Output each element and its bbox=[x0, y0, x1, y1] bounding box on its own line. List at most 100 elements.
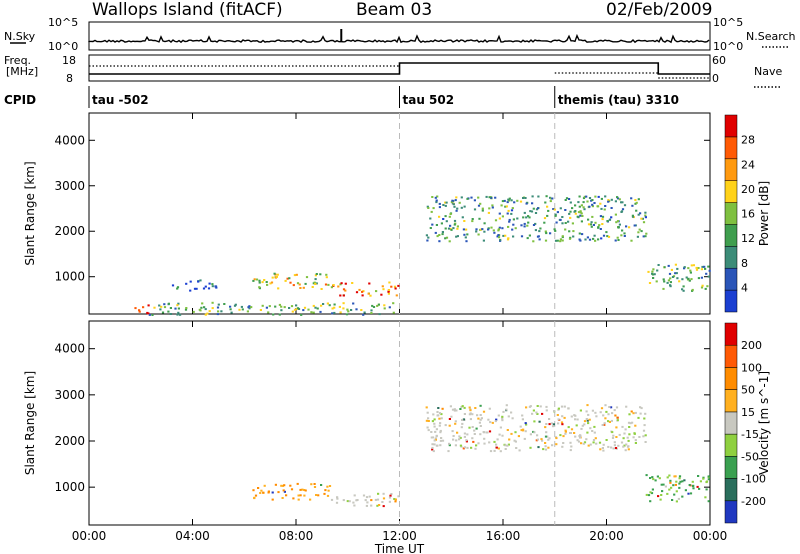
velocity-cell bbox=[645, 474, 648, 477]
velocity-cell bbox=[469, 409, 472, 412]
power-cell bbox=[591, 199, 594, 201]
power-cell bbox=[452, 227, 455, 230]
power-cell bbox=[280, 305, 283, 308]
power-cell bbox=[538, 238, 541, 241]
power-cell bbox=[631, 215, 635, 218]
power-cell bbox=[707, 275, 710, 278]
velocity-cell bbox=[479, 404, 482, 407]
velocity-cell bbox=[389, 494, 392, 497]
power-cell bbox=[346, 308, 349, 311]
velocity-cell bbox=[439, 431, 442, 434]
colorbar-tick-label: -200 bbox=[741, 495, 766, 508]
velocity-cell bbox=[326, 485, 329, 488]
power-cell bbox=[475, 228, 478, 231]
power-cell bbox=[138, 309, 141, 312]
colorbar-tick-label: -15 bbox=[741, 428, 759, 441]
power-cell bbox=[313, 281, 316, 284]
velocity-cell bbox=[605, 439, 608, 441]
velocity-cell bbox=[521, 418, 524, 421]
power-cell bbox=[324, 283, 328, 286]
power-cell bbox=[644, 214, 647, 217]
velocity-cell bbox=[452, 438, 455, 441]
power-cell bbox=[704, 287, 707, 290]
velocity-cell bbox=[529, 433, 532, 436]
velocity-cell bbox=[459, 436, 462, 439]
velocity-cell bbox=[592, 439, 596, 441]
power-cell bbox=[292, 284, 295, 287]
velocity-cell bbox=[661, 490, 664, 493]
velocity-cell bbox=[281, 484, 285, 487]
velocity-cell bbox=[362, 494, 366, 497]
power-cell bbox=[590, 199, 593, 202]
power-cell bbox=[510, 212, 513, 215]
velocity-cell bbox=[666, 476, 669, 479]
power-cell bbox=[683, 266, 686, 269]
power-cell bbox=[572, 230, 575, 233]
velocity-cell bbox=[542, 448, 545, 451]
power-cell bbox=[602, 234, 606, 237]
power-cell bbox=[531, 202, 534, 205]
velocity-cell bbox=[567, 426, 570, 429]
power-cell bbox=[523, 225, 526, 228]
power-cell bbox=[176, 287, 179, 290]
power-cell bbox=[460, 206, 463, 209]
power-cell bbox=[289, 281, 292, 284]
velocity-cell bbox=[707, 500, 710, 503]
power-cell bbox=[534, 229, 537, 232]
velocity-cell bbox=[313, 483, 316, 485]
velocity-cell bbox=[501, 417, 504, 420]
velocity-cell bbox=[468, 426, 471, 429]
velocity-cell bbox=[253, 497, 256, 500]
power-cell bbox=[441, 233, 444, 236]
velocity-cell bbox=[649, 477, 652, 479]
power-cell bbox=[494, 219, 498, 222]
velocity-cell bbox=[675, 490, 678, 493]
power-cell bbox=[554, 213, 557, 216]
power-cell bbox=[387, 289, 391, 291]
velocity-cell bbox=[581, 424, 584, 427]
velocity-cell bbox=[368, 495, 371, 498]
velocity-cell bbox=[583, 423, 586, 426]
power-cell bbox=[549, 232, 552, 235]
velocity-cell bbox=[254, 494, 258, 497]
power-cell bbox=[583, 195, 586, 198]
velocity-cell bbox=[440, 437, 443, 439]
colorbar-tick-label: 15 bbox=[741, 406, 755, 419]
power-cell bbox=[268, 305, 271, 308]
power-cell bbox=[151, 314, 154, 316]
velocity-cell bbox=[559, 434, 562, 437]
velocity-cell bbox=[466, 446, 469, 449]
power-cell bbox=[451, 199, 454, 202]
velocity-cell bbox=[660, 483, 663, 486]
power-cell bbox=[138, 310, 141, 313]
velocity-cell bbox=[533, 420, 536, 423]
nsearch-tick-lo: 10^0 bbox=[713, 40, 743, 53]
velocity-cell bbox=[495, 443, 498, 446]
velocity-cell bbox=[594, 411, 597, 414]
y-axis-label: Slant Range [km] bbox=[23, 161, 37, 265]
power-cell bbox=[510, 199, 513, 202]
velocity-cell bbox=[448, 444, 451, 447]
power-cell bbox=[479, 202, 482, 205]
velocity-cell bbox=[678, 486, 681, 489]
nave-trace bbox=[89, 65, 710, 79]
power-cell bbox=[571, 207, 574, 210]
velocity-cell bbox=[267, 491, 270, 494]
velocity-cell bbox=[579, 409, 582, 412]
velocity-cell bbox=[508, 438, 511, 441]
power-cell bbox=[426, 205, 429, 208]
velocity-cell bbox=[469, 412, 472, 415]
power-cell bbox=[278, 303, 281, 306]
velocity-cell bbox=[477, 417, 480, 420]
power-cell bbox=[460, 196, 463, 199]
power-cell bbox=[483, 230, 486, 233]
power-cell bbox=[395, 294, 398, 297]
mhz-label: [MHz] bbox=[6, 65, 39, 78]
power-cell bbox=[267, 311, 270, 314]
x-tick-label: 00:00 bbox=[72, 529, 107, 543]
power-cell bbox=[436, 195, 439, 198]
velocity-cell bbox=[536, 438, 539, 441]
power-cell bbox=[169, 313, 172, 315]
velocity-cell bbox=[628, 426, 631, 428]
velocity-cell bbox=[511, 417, 514, 420]
